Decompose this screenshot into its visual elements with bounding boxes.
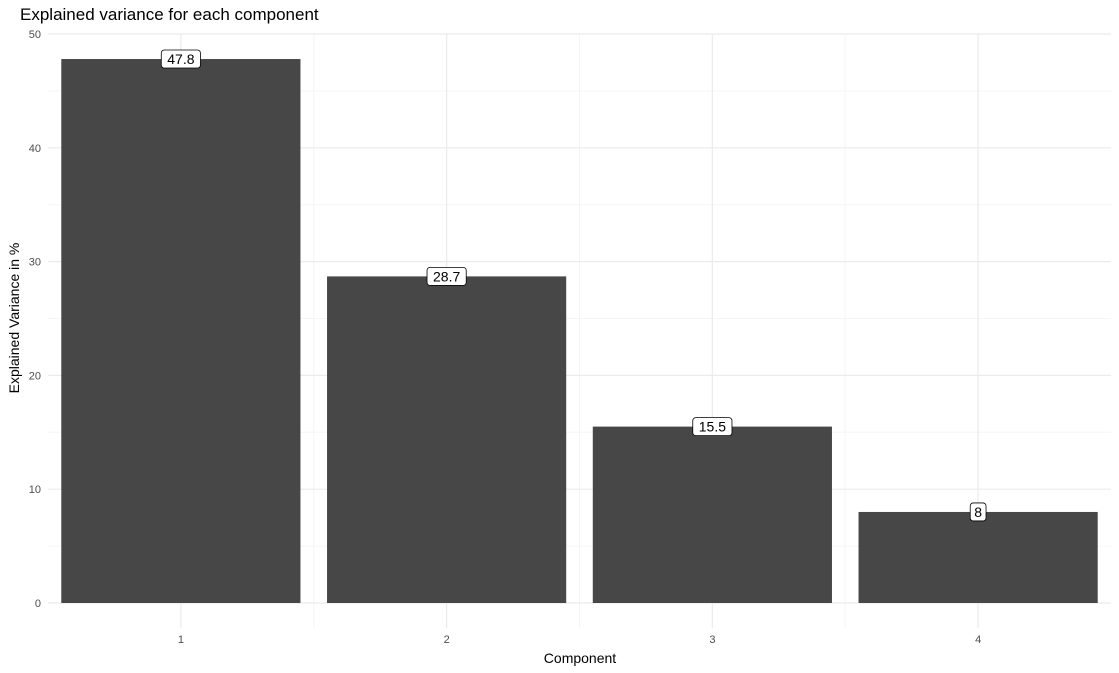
data-label: 47.8 <box>160 49 201 69</box>
data-label: 15.5 <box>692 417 733 437</box>
data-label-box <box>969 502 987 522</box>
y-tick-label: 50 <box>29 29 41 41</box>
data-label-text: 28.7 <box>433 268 460 284</box>
y-tick-label: 40 <box>29 143 41 155</box>
data-label-text: 47.8 <box>167 51 194 67</box>
data-labels: 47.8 28.7 15.5 8 <box>160 49 987 522</box>
data-label-box <box>426 266 467 286</box>
bar <box>592 426 832 603</box>
x-tick-label: 3 <box>709 634 715 646</box>
data-label: 8 <box>969 502 987 522</box>
data-label-text: 8 <box>974 504 982 520</box>
x-tick-label: 1 <box>178 634 184 646</box>
bar <box>61 59 301 603</box>
data-label: 28.7 <box>426 266 467 286</box>
data-label-text: 15.5 <box>699 419 726 435</box>
chart-title: Explained variance for each component <box>20 5 319 24</box>
x-axis-ticks: 1 2 3 4 <box>178 634 981 646</box>
bar <box>327 276 567 603</box>
y-tick-label: 0 <box>35 598 41 610</box>
x-axis-title: Component <box>544 650 616 666</box>
y-axis-ticks: 0 10 20 30 40 50 <box>29 29 41 610</box>
y-axis-title: Explained Variance in % <box>6 243 22 394</box>
data-label-box <box>692 417 733 437</box>
bars <box>61 59 1098 603</box>
y-tick-label: 20 <box>29 370 41 382</box>
y-tick-label: 30 <box>29 257 41 269</box>
y-tick-label: 10 <box>29 484 41 496</box>
bar <box>858 511 1098 603</box>
data-label-box <box>160 49 201 69</box>
x-tick-label: 4 <box>975 634 981 646</box>
x-tick-label: 2 <box>444 634 450 646</box>
